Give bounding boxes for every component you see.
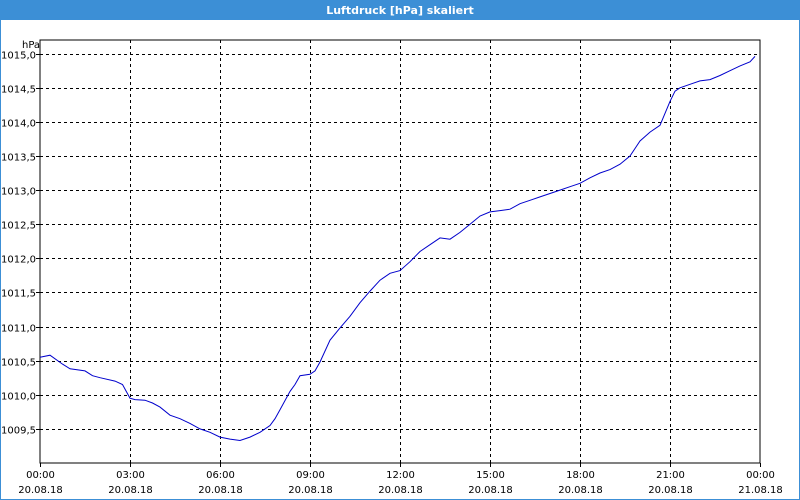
y-tick-label: 1014,0 bbox=[1, 119, 36, 130]
x-tick-time-label: 06:00 bbox=[206, 470, 235, 481]
x-tick-time-label: 00:00 bbox=[26, 470, 55, 481]
x-tick-time-label: 12:00 bbox=[386, 470, 415, 481]
y-axis-label: hPa bbox=[22, 40, 40, 51]
y-tick-label: 1010,0 bbox=[1, 392, 36, 403]
y-tick-label: 1012,0 bbox=[1, 255, 36, 266]
x-tick-date-label: 20.08.18 bbox=[18, 485, 63, 496]
y-tick-label: 1011,0 bbox=[1, 324, 36, 335]
window-title: Luftdruck [hPa] skaliert bbox=[1, 1, 799, 20]
y-tick-label: 1010,5 bbox=[1, 358, 36, 369]
x-tick-time-label: 03:00 bbox=[116, 470, 145, 481]
y-tick-label: 1013,5 bbox=[1, 153, 36, 164]
grid-lines bbox=[40, 40, 760, 463]
y-axis-ticks: 1009,5 1010,0 1010,5 1011,0 1011,5 1012,0 1012… bbox=[1, 51, 40, 437]
x-tick-date-label: 20.08.18 bbox=[108, 485, 153, 496]
y-tick-label: 1009,5 bbox=[1, 426, 36, 437]
x-tick-time-label: 09:00 bbox=[296, 470, 325, 481]
x-tick-date-label: 20.08.18 bbox=[378, 485, 423, 496]
series-line bbox=[39, 56, 756, 442]
y-tick-label: 1014,5 bbox=[1, 85, 36, 96]
x-tick-time-label: 18:00 bbox=[566, 470, 595, 481]
y-tick-label: 1013,0 bbox=[1, 187, 36, 198]
x-tick-date-label: 20.08.18 bbox=[648, 485, 693, 496]
x-tick-date-label: 21.08.18 bbox=[738, 485, 783, 496]
x-tick-date-label: 20.08.18 bbox=[468, 485, 513, 496]
y-tick-label: 1012,5 bbox=[1, 221, 36, 232]
y-tick-label: 1015,0 bbox=[1, 51, 36, 62]
x-tick-date-label: 20.08.18 bbox=[288, 485, 333, 496]
x-tick-date-label: 20.08.18 bbox=[558, 485, 603, 496]
y-tick-label: 1011,5 bbox=[1, 289, 36, 300]
x-tick-time-label: 15:00 bbox=[476, 470, 505, 481]
x-axis-ticks: 00:00 20.08.18 03:00 20.08.18 06:00 20.08.18 0… bbox=[18, 463, 783, 496]
x-tick-time-label: 00:00 bbox=[746, 470, 775, 481]
x-tick-time-label: 21:00 bbox=[656, 470, 685, 481]
x-tick-date-label: 20.08.18 bbox=[198, 485, 243, 496]
